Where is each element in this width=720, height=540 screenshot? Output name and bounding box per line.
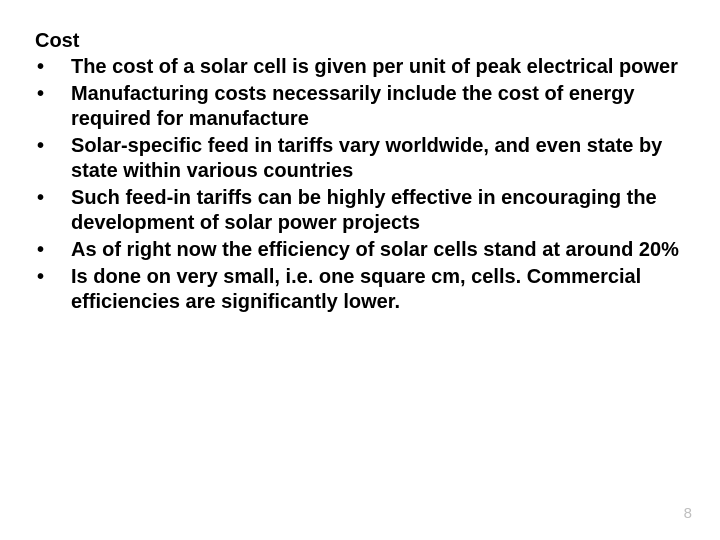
bullet-icon: • [35, 265, 71, 290]
bullet-icon: • [35, 82, 71, 107]
slide-content: Cost • The cost of a solar cell is given… [0, 0, 720, 347]
list-item: • As of right now the efficiency of sola… [35, 238, 680, 263]
page-number: 8 [684, 505, 692, 522]
list-item: • Such feed-in tariffs can be highly eff… [35, 186, 680, 236]
list-item: • The cost of a solar cell is given per … [35, 55, 680, 80]
list-item: • Is done on very small, i.e. one square… [35, 265, 680, 315]
bullet-text: Solar-specific feed in tariffs vary worl… [71, 134, 680, 184]
bullet-text: Is done on very small, i.e. one square c… [71, 265, 680, 315]
slide-heading: Cost [35, 30, 680, 53]
list-item: • Solar-specific feed in tariffs vary wo… [35, 134, 680, 184]
bullet-icon: • [35, 238, 71, 263]
bullet-icon: • [35, 134, 71, 159]
bullet-text: Such feed-in tariffs can be highly effec… [71, 186, 680, 236]
bullet-icon: • [35, 55, 71, 80]
bullet-text: As of right now the efficiency of solar … [71, 238, 680, 263]
list-item: • Manufacturing costs necessarily includ… [35, 82, 680, 132]
bullet-text: Manufacturing costs necessarily include … [71, 82, 680, 132]
bullet-text: The cost of a solar cell is given per un… [71, 55, 680, 80]
bullet-list: • The cost of a solar cell is given per … [35, 55, 680, 315]
bullet-icon: • [35, 186, 71, 211]
